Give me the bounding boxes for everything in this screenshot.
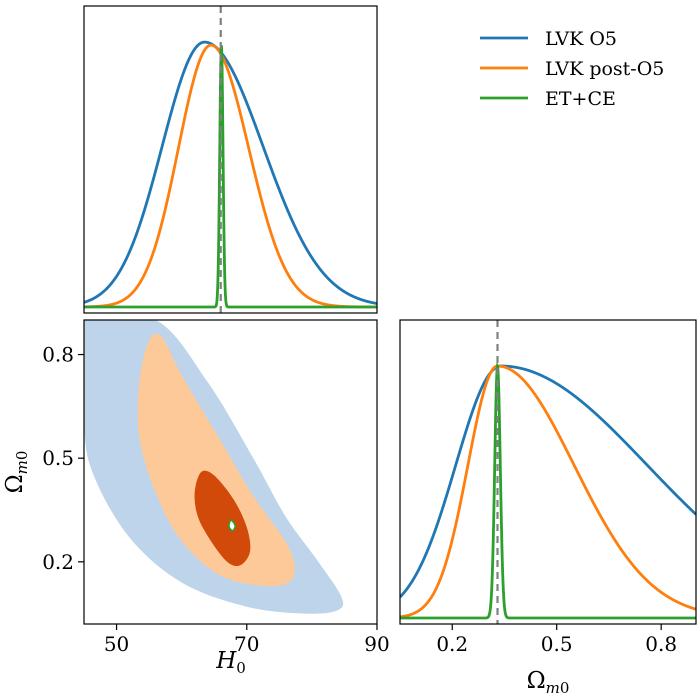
omega-x-tick-label: 0.5 (541, 632, 573, 656)
omega-marginal-curve-lvk-o5 (400, 364, 696, 599)
legend: LVK O5 LVK post-O5 ET+CE (480, 28, 664, 110)
legend-entry-lvk-post-o5: LVK post-O5 (480, 58, 664, 80)
omega-x-tick-label: 0.2 (436, 632, 468, 656)
omega-marginal-panel: 0.2 0.5 0.8 Ωm0 (399, 319, 697, 697)
h0-marginal-curve-et-ce (84, 45, 377, 309)
omega-y-tick-label: 0.8 (42, 343, 74, 367)
contour-et-ce-95 (228, 519, 236, 532)
legend-entry-et-ce: ET+CE (480, 88, 616, 110)
joint-contour-panel: 50 70 90 0.2 0.5 0.8 H0 Ωm0 (2, 319, 390, 677)
joint-panel-frame (83, 319, 378, 625)
omega-marginal-curve-lvk-post-o5 (400, 364, 696, 619)
h0-marginal-curve-lvk-o5 (83, 40, 378, 305)
omega-y-tick-label: 0.5 (42, 446, 74, 470)
legend-label-et-ce: ET+CE (545, 88, 616, 110)
h0-marginal-frame (83, 5, 378, 314)
omega-x-tick-label: 0.8 (645, 632, 677, 656)
y-axis-label-omega-m0: Ωm0 (2, 451, 31, 494)
x-axis-label-omega-m0: Ωm0 (527, 668, 570, 697)
x-axis-label-h0: H0 (215, 648, 246, 677)
omega-y-tick-label: 0.2 (42, 550, 74, 574)
legend-label-lvk-o5: LVK O5 (545, 28, 617, 50)
legend-entry-lvk-o5: LVK O5 (480, 28, 617, 50)
legend-label-lvk-post-o5: LVK post-O5 (545, 58, 664, 80)
omega-marginal-frame (399, 319, 697, 625)
omega-marginal-curve-et-ce (400, 362, 696, 620)
h0-marginal-panel (83, 5, 378, 314)
contour-lvk-post-o5-95 (137, 333, 295, 587)
h0-marginal-curve-lvk-post-o5 (84, 43, 377, 309)
h0-x-tick-label: 50 (104, 632, 129, 656)
h0-x-tick-label: 70 (234, 632, 259, 656)
contour-lvk-post-o5-68 (194, 470, 251, 567)
h0-x-tick-label: 90 (364, 632, 389, 656)
